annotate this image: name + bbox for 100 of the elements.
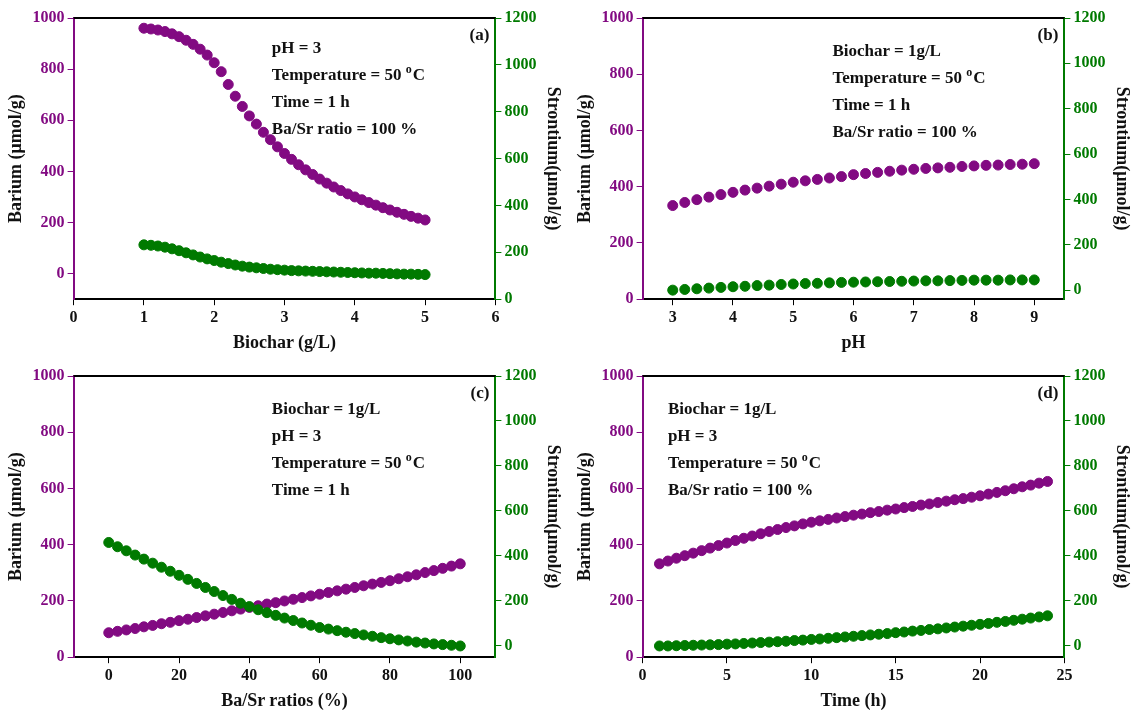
x-tick-label: 0 xyxy=(69,307,78,325)
point xyxy=(872,166,884,178)
x-tick-label: 4 xyxy=(728,307,737,325)
point xyxy=(787,176,799,188)
point xyxy=(236,100,248,112)
annotation: (c) xyxy=(470,383,490,402)
point xyxy=(199,581,211,593)
annotation: (d) xyxy=(1037,383,1059,402)
point xyxy=(182,573,194,585)
point xyxy=(194,43,206,55)
y2-tick-label: 600 xyxy=(1073,144,1098,162)
y2-axis-title: Strontium(μmol/g) xyxy=(1111,444,1133,589)
point xyxy=(445,560,457,572)
y-tick-label: 0 xyxy=(56,647,65,665)
point xyxy=(739,184,751,196)
y-tick-label: 0 xyxy=(625,289,634,307)
x-tick-label: 20 xyxy=(171,665,188,683)
y-tick-label: 600 xyxy=(609,120,634,138)
point xyxy=(848,169,859,181)
point xyxy=(257,126,269,138)
point xyxy=(1004,159,1016,171)
point xyxy=(199,610,211,622)
point xyxy=(653,640,665,652)
y-tick-label: 1000 xyxy=(32,8,65,26)
point xyxy=(775,178,787,190)
y-axis-title: Barium (μmol/g) xyxy=(574,452,596,581)
point xyxy=(147,557,159,569)
point xyxy=(679,550,691,562)
point xyxy=(340,626,352,638)
point xyxy=(222,78,234,90)
x-tick-label: 8 xyxy=(970,307,979,325)
annotation: Time = 1 h xyxy=(271,479,351,499)
y-axis-title: Barium (μmol/g) xyxy=(5,94,27,223)
point xyxy=(120,545,132,557)
y2-tick-label: 1200 xyxy=(1073,8,1106,26)
point xyxy=(226,593,238,605)
point xyxy=(235,597,247,609)
x-tick-label: 100 xyxy=(448,665,473,683)
point xyxy=(980,159,992,171)
x-tick-label: 10 xyxy=(803,665,820,683)
annotation: Biochar = 1g/L xyxy=(271,398,381,418)
y-tick-label: 800 xyxy=(40,59,65,77)
point xyxy=(428,565,440,577)
point xyxy=(662,555,674,567)
x-tick-label: 5 xyxy=(722,665,731,683)
x-tick-label: 9 xyxy=(1030,307,1039,325)
point xyxy=(331,585,343,597)
x-tick-label: 20 xyxy=(972,665,989,683)
x-tick-label: 1 xyxy=(139,307,148,325)
point xyxy=(155,618,167,630)
x-tick-label: 5 xyxy=(789,307,798,325)
y2-tick-label: 1200 xyxy=(1073,366,1106,384)
y-tick-label: 1000 xyxy=(601,8,634,26)
y-tick-label: 0 xyxy=(56,263,65,281)
point xyxy=(201,49,213,61)
point xyxy=(992,159,1004,171)
y-axis-title: Barium (μmol/g) xyxy=(574,94,596,223)
point xyxy=(305,619,317,631)
point xyxy=(667,200,679,212)
point xyxy=(208,608,220,620)
x-tick-label: 4 xyxy=(350,307,359,325)
y-tick-label: 1000 xyxy=(32,366,65,384)
point xyxy=(721,537,733,549)
point xyxy=(296,592,308,604)
annotation: (a) xyxy=(469,25,490,44)
point xyxy=(103,536,115,548)
annotation: pH = 3 xyxy=(271,425,322,445)
point xyxy=(252,604,264,616)
y2-tick-label: 800 xyxy=(1073,456,1098,474)
y2-tick-label: 400 xyxy=(1073,546,1098,564)
y-tick-label: 200 xyxy=(40,591,65,609)
x-axis-title: pH xyxy=(841,331,866,352)
point xyxy=(763,180,775,192)
y-axis-title: Barium (μmol/g) xyxy=(5,452,27,581)
point xyxy=(687,547,699,559)
y-tick-label: 600 xyxy=(40,110,65,128)
x-tick-label: 25 xyxy=(1056,665,1073,683)
y-tick-label: 400 xyxy=(40,161,65,179)
x-tick-label: 6 xyxy=(849,307,858,325)
point xyxy=(243,110,255,122)
point xyxy=(296,617,308,629)
point xyxy=(788,520,800,532)
y2-tick-label: 0 xyxy=(1073,636,1082,654)
annotation: Ba/Sr ratio = 100 % xyxy=(832,121,978,141)
y-tick-label: 200 xyxy=(40,212,65,230)
y2-tick-label: 400 xyxy=(504,195,529,213)
y2-tick-label: 1200 xyxy=(504,8,537,26)
x-tick-label: 2 xyxy=(210,307,219,325)
y-tick-label: 800 xyxy=(609,422,634,440)
y-tick-label: 600 xyxy=(609,478,634,496)
point xyxy=(322,587,334,599)
annotation: Biochar = 1g/L xyxy=(832,40,941,60)
point xyxy=(1028,158,1040,170)
point xyxy=(653,558,665,570)
y-tick-label: 200 xyxy=(609,233,634,251)
x-tick-label: 5 xyxy=(421,307,430,325)
x-tick-label: 7 xyxy=(909,307,918,325)
point xyxy=(811,173,823,185)
point xyxy=(187,38,199,50)
point xyxy=(250,118,262,130)
